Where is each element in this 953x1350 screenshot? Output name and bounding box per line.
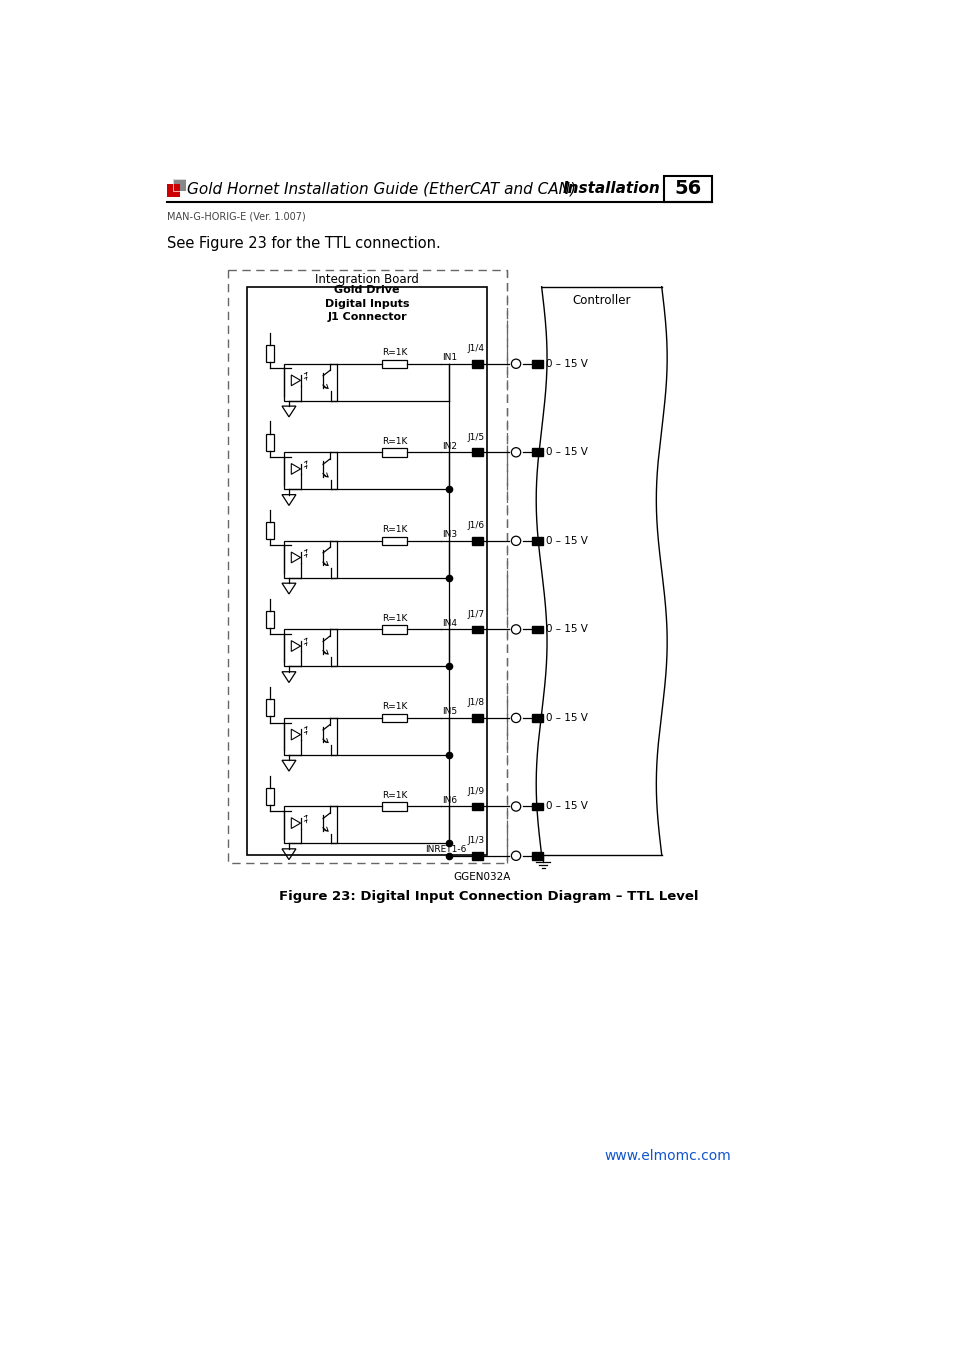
Bar [284,806,336,844]
Bar [284,718,336,755]
Circle shape [511,359,520,369]
Circle shape [511,448,520,456]
Bar [284,363,336,401]
Text: IN3: IN3 [442,531,457,539]
Circle shape [511,850,520,860]
Bar [532,852,542,860]
Bar [532,360,542,367]
Bar [173,180,186,192]
Bar [472,625,482,633]
Bar [472,803,482,810]
Text: Integration Board: Integration Board [315,273,418,286]
Text: IN4: IN4 [442,618,456,628]
Bar [266,788,274,805]
Text: INRET1-6: INRET1-6 [425,845,466,855]
Bar [284,452,336,489]
Bar [381,448,406,456]
Text: R=1K: R=1K [381,437,407,446]
Bar [381,359,406,369]
Text: 0 – 15 V: 0 – 15 V [546,625,588,634]
Circle shape [511,802,520,811]
Bar [472,537,482,544]
Bar [472,714,482,722]
Bar [266,522,274,539]
Bar [173,180,186,192]
Text: See Figure 23 for the TTL connection.: See Figure 23 for the TTL connection. [167,236,440,251]
Bar [247,286,487,855]
Bar [472,852,482,860]
Text: 0 – 15 V: 0 – 15 V [546,536,588,545]
Text: R=1K: R=1K [381,791,407,801]
Text: Gold Drive
Digital Inputs
J1 Connector: Gold Drive Digital Inputs J1 Connector [325,285,409,321]
Bar [266,699,274,717]
Text: 0 – 15 V: 0 – 15 V [546,713,588,724]
Bar [472,360,482,367]
Text: J1/4: J1/4 [467,344,484,352]
Text: R=1K: R=1K [381,525,407,535]
Text: Controller: Controller [572,294,630,306]
Text: IN6: IN6 [442,796,457,805]
Text: 0 – 15 V: 0 – 15 V [546,359,588,369]
Text: 56: 56 [674,180,701,198]
Bar [663,176,711,202]
Text: IN1: IN1 [442,354,457,362]
Text: www.elmomc.com: www.elmomc.com [604,1149,731,1162]
Bar [532,537,542,544]
Bar [532,714,542,722]
Bar [167,184,179,197]
Bar [381,536,406,545]
Text: Installation: Installation [562,181,659,197]
Bar [381,714,406,722]
Text: J1/7: J1/7 [467,610,484,618]
Text: Figure 23: Digital Input Connection Diagram – TTL Level: Figure 23: Digital Input Connection Diag… [279,890,698,903]
Bar [266,612,274,628]
Text: J1/9: J1/9 [467,787,484,795]
Bar [228,270,506,863]
Text: J1/5: J1/5 [467,432,484,441]
Text: IN5: IN5 [442,707,457,717]
Text: 0 – 15 V: 0 – 15 V [546,447,588,458]
Circle shape [511,713,520,722]
Text: Gold Hornet Installation Guide (EtherCAT and CAN): Gold Hornet Installation Guide (EtherCAT… [187,181,576,197]
Bar [284,629,336,667]
Bar [381,625,406,633]
Bar [381,802,406,811]
Circle shape [511,536,520,545]
Text: IN2: IN2 [442,441,456,451]
Bar [284,541,336,578]
Bar [532,803,542,810]
Text: J1/6: J1/6 [467,521,484,531]
Circle shape [511,625,520,634]
Bar [532,448,542,456]
Text: J1/3: J1/3 [467,836,484,845]
Text: R=1K: R=1K [381,702,407,711]
Text: J1/8: J1/8 [467,698,484,707]
Bar [266,433,274,451]
Text: R=1K: R=1K [381,614,407,622]
Bar [266,346,274,362]
Bar [532,625,542,633]
Text: 0 – 15 V: 0 – 15 V [546,802,588,811]
Text: GGEN032A: GGEN032A [453,872,510,882]
Bar [472,448,482,456]
Text: MAN-G-HORIG-E (Ver. 1.007): MAN-G-HORIG-E (Ver. 1.007) [167,212,306,221]
Text: R=1K: R=1K [381,348,407,358]
